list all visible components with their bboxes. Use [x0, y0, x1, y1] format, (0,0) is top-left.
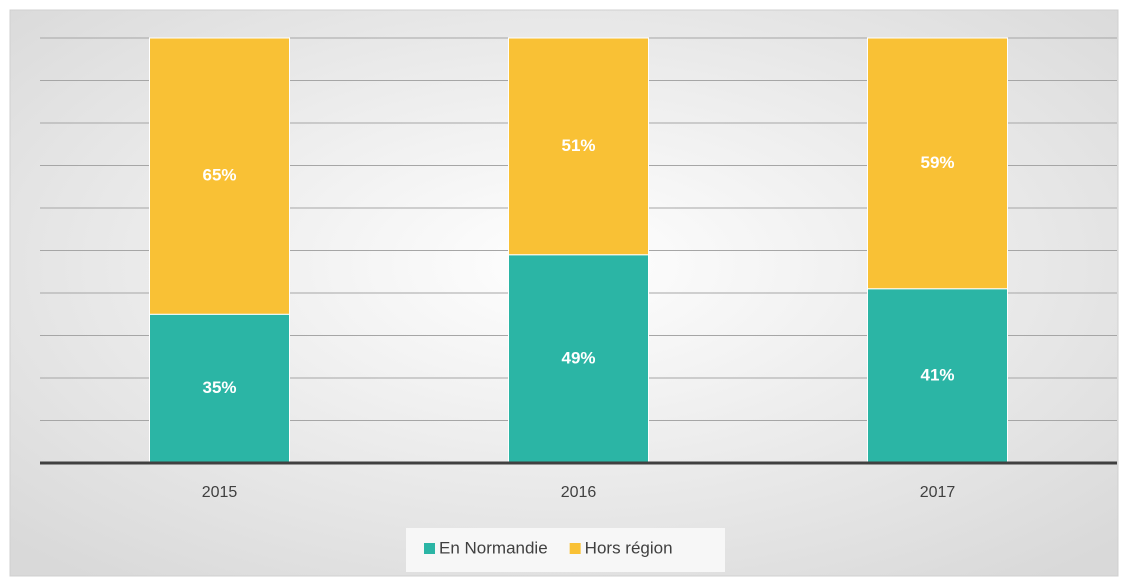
data-label: 51%: [561, 136, 595, 155]
bar-segment: [867, 37, 1008, 290]
data-label: 59%: [920, 153, 954, 172]
x-tick-label: 2016: [561, 484, 597, 501]
legend-label: Hors région: [585, 538, 673, 557]
x-tick-label: 2015: [202, 484, 238, 501]
bar-segment: [149, 37, 290, 315]
data-label: 49%: [561, 348, 595, 367]
bar-segment: [149, 313, 290, 464]
legend-box: [406, 528, 725, 572]
legend-swatch: [569, 543, 581, 554]
data-label: 41%: [920, 365, 954, 384]
x-tick-label: 2017: [920, 484, 956, 501]
bar-segment: [508, 37, 649, 256]
data-label: 35%: [202, 378, 236, 397]
legend-label: En Normandie: [439, 538, 548, 557]
legend-swatch: [424, 543, 435, 554]
bar-segment: [867, 288, 1008, 464]
data-label: 65%: [202, 166, 236, 185]
bar-segment: [508, 254, 649, 464]
